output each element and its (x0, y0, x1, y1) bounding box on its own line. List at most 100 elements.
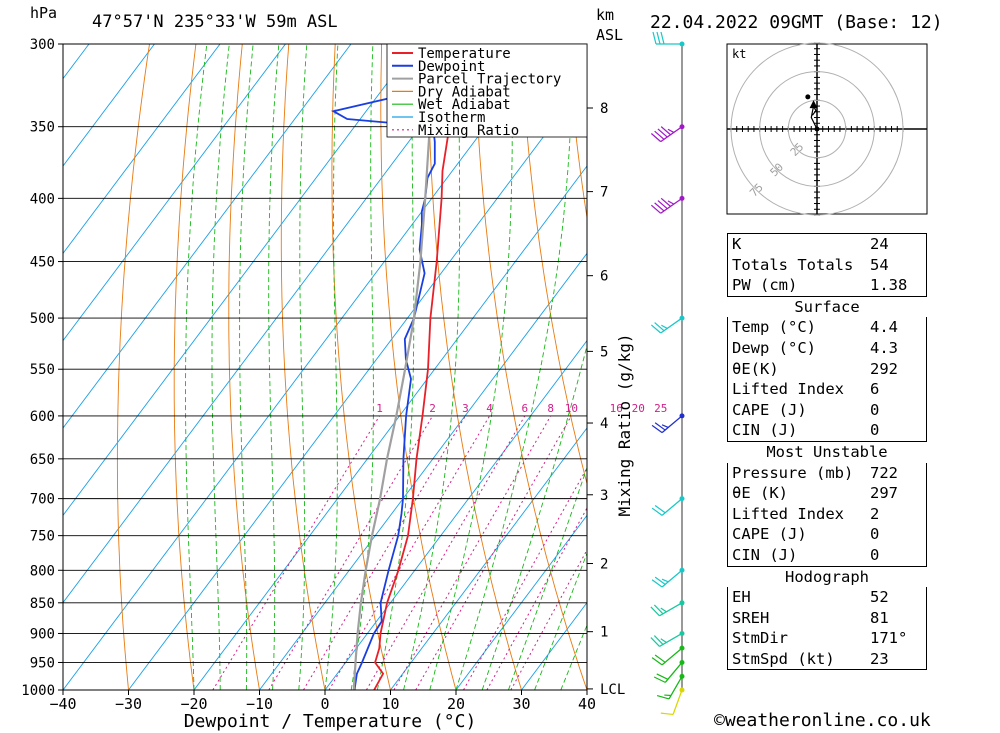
section-title: Most Unstable (728, 441, 927, 462)
temperature-line (373, 44, 493, 690)
wind-barb-flag (650, 324, 662, 334)
x-tick-label: −10 (246, 695, 273, 713)
dry-adiabat-line (331, 44, 391, 690)
wet-adiabat-line (298, 44, 308, 690)
isotherm-line (63, 44, 155, 167)
index-value: 292 (866, 358, 927, 380)
index-row: StmDir 171° (727, 628, 927, 649)
wet-adiabat-line (211, 44, 230, 690)
isotherm-line (455, 514, 587, 690)
mixing-ratio-label: 25 (654, 402, 667, 415)
hodograph-trace (810, 104, 818, 130)
isotherm-line (193, 165, 587, 690)
wind-barb-flag (660, 197, 671, 207)
wind-barb-flag (656, 673, 669, 680)
legend-entry: Wet Adiabat (418, 97, 511, 113)
wet-adiabat-line (507, 466, 587, 690)
height-tick-label: 8 (600, 101, 608, 117)
index-row: Dewp (°C) 4.3 (727, 337, 927, 359)
copyright-link[interactable]: ©weatheronline.co.uk (714, 710, 931, 731)
x-tick-label: −30 (115, 695, 142, 713)
pressure-tick-label: 300 (30, 37, 55, 53)
index-label: Lifted Index (727, 379, 866, 400)
index-value: 171° (866, 628, 927, 649)
surface-title: Surface (794, 297, 860, 316)
index-value: 2 (866, 503, 927, 525)
index-label: θE(K) (727, 358, 866, 380)
wind-barb-flag (660, 607, 667, 613)
hodograph-unit-label: kt (732, 47, 746, 61)
wind-barb-flag (657, 200, 668, 210)
index-row: CAPE (J) 0 (727, 524, 927, 545)
x-tick-label: 10 (381, 695, 399, 713)
mixing-ratio-line (415, 415, 572, 690)
isotherm-line (63, 44, 221, 255)
location-title: 47°57'N 235°33'W 59m ASL (92, 12, 338, 32)
wind-barb (664, 662, 683, 683)
wind-barb-flag (654, 202, 665, 212)
legend-entry: Isotherm (418, 110, 485, 126)
index-label: CAPE (J) (727, 399, 866, 421)
mixing-ratio-label: 2 (429, 402, 436, 415)
x-tick-label: −20 (180, 695, 207, 713)
legend-entry: Dry Adiabat (418, 84, 511, 100)
index-value: 24 (866, 232, 927, 255)
index-value: 4.3 (866, 337, 927, 359)
height-tick-label: 1 (600, 625, 608, 641)
height-tick-label: LCL (600, 682, 625, 698)
wind-barb-flag (660, 31, 665, 45)
wet-adiabat-line (429, 44, 513, 690)
index-row: K 24 (727, 232, 927, 255)
pressure-tick-label: 950 (30, 655, 55, 671)
datetime-title: 22.04.2022 09GMT (Base: 12) (650, 12, 943, 33)
index-value: 23 (866, 648, 927, 671)
index-label: StmSpd (kt) (727, 648, 866, 671)
isotherm-line (259, 252, 587, 690)
index-label: Dewp (°C) (727, 337, 866, 359)
wind-barb (661, 498, 683, 516)
index-value: 81 (866, 607, 927, 629)
index-value: 6 (866, 379, 927, 400)
pressure-tick-label: 650 (30, 452, 55, 468)
height-tick-label: 2 (600, 557, 608, 573)
asl-unit-label: ASL (596, 26, 624, 44)
wind-barb-flag (650, 606, 660, 617)
isotherm-line (324, 339, 587, 690)
mixing-ratio-label: 16 (610, 402, 623, 415)
index-label: EH (727, 587, 866, 608)
wind-barb-flag (660, 712, 674, 716)
dry-adiabat-line (985, 44, 1000, 690)
wind-barb-flag (651, 507, 663, 516)
wet-adiabat-line (455, 44, 574, 690)
wind-barb-flag (654, 654, 666, 663)
hodograph-title: Hodograph (785, 567, 869, 586)
x-tick-label: 30 (512, 695, 530, 713)
index-label: CIN (J) (727, 420, 866, 442)
index-label: StmDir (727, 628, 866, 649)
pressure-tick-label: 900 (30, 626, 55, 642)
legend-entry: Mixing Ratio (418, 123, 519, 139)
wind-barb (661, 415, 683, 434)
index-row: Lifted Index 2 (727, 503, 927, 525)
index-row: Totals Totals 54 (727, 254, 927, 276)
pressure-tick-label: 550 (30, 362, 55, 378)
height-tick-label: 4 (600, 416, 608, 432)
mixing-ratio-label: 10 (565, 402, 578, 415)
x-tick-label: 20 (447, 695, 465, 713)
indices-table: K 24 Totals Totals 54 PW (cm) 1.38 Surface … (727, 232, 927, 671)
index-label: CIN (J) (727, 544, 866, 567)
hodograph-ring (787, 99, 847, 159)
dry-adiabat-line (116, 44, 150, 690)
isotherm-line (63, 44, 286, 342)
wind-barb-flag (667, 128, 675, 133)
km-unit-label: km (596, 6, 615, 24)
height-tick-label: 5 (600, 344, 608, 360)
index-label: Totals Totals (727, 254, 866, 276)
wind-barb-flag (660, 638, 667, 643)
wind-barb-flag (654, 130, 665, 140)
index-label: Temp (°C) (727, 317, 866, 338)
wind-barb-flag (651, 579, 663, 588)
index-value: 4.4 (866, 317, 927, 338)
